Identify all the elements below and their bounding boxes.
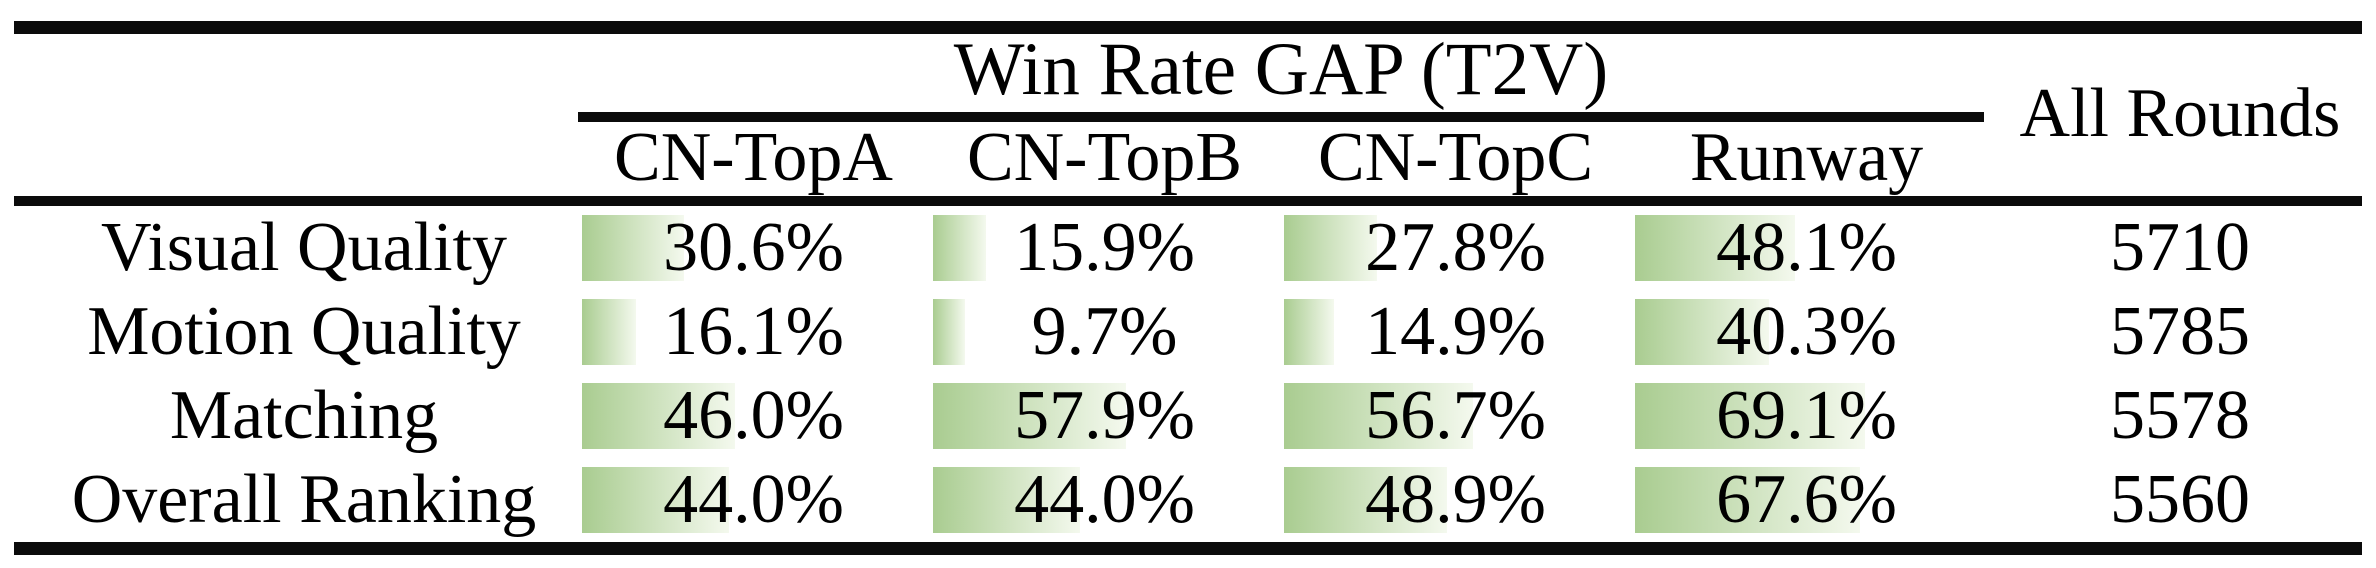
win-rate-bar	[1284, 299, 1334, 365]
all-rounds-value: 5560	[2110, 461, 2250, 538]
win-rate-bar	[1284, 383, 1473, 449]
column-header-runway: Runway	[1689, 119, 1924, 196]
win-rate-value: 14.9%	[1365, 293, 1546, 370]
win-rate-cell: 16.1%	[578, 290, 929, 374]
row-label: Matching	[169, 377, 439, 454]
bar-track	[1284, 383, 1617, 449]
win-rate-value: 69.1%	[1716, 377, 1897, 454]
win-rate-bar	[1635, 467, 1861, 533]
bar-track	[1284, 215, 1617, 281]
bar-track	[933, 299, 1266, 365]
bar-track	[933, 467, 1266, 533]
table-row-overall-ranking: Overall Ranking 44.0% 44.0% 48.9% 67.6%	[0, 458, 2376, 542]
win-rate-bar	[933, 299, 966, 365]
win-rate-cell: 48.1%	[1631, 206, 1982, 290]
win-rate-cell: 46.0%	[578, 374, 929, 458]
column-header-cn-topa: CN-TopA	[614, 119, 893, 196]
column-header-all-rounds: All Rounds	[2019, 75, 2341, 152]
win-rate-cell: 27.8%	[1280, 206, 1631, 290]
win-rate-value: 67.6%	[1716, 461, 1897, 538]
row-label: Overall Ranking	[71, 461, 537, 538]
win-rate-cell: 57.9%	[929, 374, 1280, 458]
header-rule	[14, 196, 2362, 206]
win-rate-value: 57.9%	[1014, 377, 1195, 454]
all-rounds-value: 5578	[2110, 377, 2250, 454]
bar-track	[582, 467, 915, 533]
bar-track	[1635, 215, 1968, 281]
column-header-cn-topb: CN-TopB	[966, 119, 1243, 196]
table-row-motion-quality: Motion Quality 16.1% 9.7% 14.9% 40.3% 57	[0, 290, 2376, 374]
win-rate-cell: 44.0%	[929, 458, 1280, 542]
win-rate-cell: 15.9%	[929, 206, 1280, 290]
all-rounds-value: 5710	[2110, 209, 2250, 286]
win-rate-value: 56.7%	[1365, 377, 1546, 454]
table-row-matching: Matching 46.0% 57.9% 56.7% 69.1% 5578	[0, 374, 2376, 458]
win-rate-value: 46.0%	[663, 377, 844, 454]
bar-track	[1635, 467, 1968, 533]
win-rate-bar	[933, 383, 1126, 449]
bar-track	[1635, 383, 1968, 449]
bar-track	[582, 215, 915, 281]
bar-track	[582, 299, 915, 365]
group-title: Win Rate GAP (T2V)	[953, 28, 1609, 111]
win-rate-value: 15.9%	[1014, 209, 1195, 286]
win-rate-value: 48.1%	[1716, 209, 1897, 286]
bar-track	[933, 383, 1266, 449]
bar-track	[582, 383, 915, 449]
all-rounds-value: 5785	[2110, 293, 2250, 370]
win-rate-value: 16.1%	[663, 293, 844, 370]
win-rate-bar	[582, 215, 684, 281]
win-rate-bar	[1635, 215, 1796, 281]
bar-track	[933, 215, 1266, 281]
win-rate-cell: 56.7%	[1280, 374, 1631, 458]
win-rate-bar	[582, 467, 729, 533]
win-rate-bar	[933, 467, 1080, 533]
bar-track	[1284, 467, 1617, 533]
win-rate-bar	[582, 299, 636, 365]
row-label: Visual Quality	[100, 209, 508, 286]
win-rate-value: 40.3%	[1716, 293, 1897, 370]
win-rate-bar	[1284, 467, 1447, 533]
win-rate-bar	[582, 383, 736, 449]
bar-track	[1284, 299, 1617, 365]
win-rate-bar	[1635, 299, 1770, 365]
top-rule	[14, 21, 2362, 34]
win-rate-cell: 40.3%	[1631, 290, 1982, 374]
win-rate-bar	[1635, 383, 1866, 449]
win-rate-cell: 14.9%	[1280, 290, 1631, 374]
bar-track	[1635, 299, 1968, 365]
win-rate-cell: 9.7%	[929, 290, 1280, 374]
win-rate-cell: 69.1%	[1631, 374, 1982, 458]
table-row-visual-quality: Visual Quality 30.6% 15.9% 27.8% 48.1% 5	[0, 206, 2376, 290]
win-rate-value: 27.8%	[1365, 209, 1546, 286]
win-rate-value: 9.7%	[1031, 293, 1178, 370]
win-rate-cell: 67.6%	[1631, 458, 1982, 542]
win-rate-cell: 30.6%	[578, 206, 929, 290]
win-rate-value: 30.6%	[663, 209, 844, 286]
win-rate-cell: 44.0%	[578, 458, 929, 542]
win-rate-bar	[933, 215, 986, 281]
row-label: Motion Quality	[87, 293, 521, 370]
column-header-row: CN-TopA CN-TopB CN-TopC Runway	[578, 120, 1982, 196]
win-rate-cell: 48.9%	[1280, 458, 1631, 542]
group-title-underline	[578, 112, 1984, 122]
win-rate-value: 44.0%	[1014, 461, 1195, 538]
bottom-rule	[14, 542, 2362, 555]
column-header-cn-topc: CN-TopC	[1317, 119, 1594, 196]
win-rate-value: 44.0%	[663, 461, 844, 538]
win-rate-bar	[1284, 215, 1377, 281]
win-rate-value: 48.9%	[1365, 461, 1546, 538]
